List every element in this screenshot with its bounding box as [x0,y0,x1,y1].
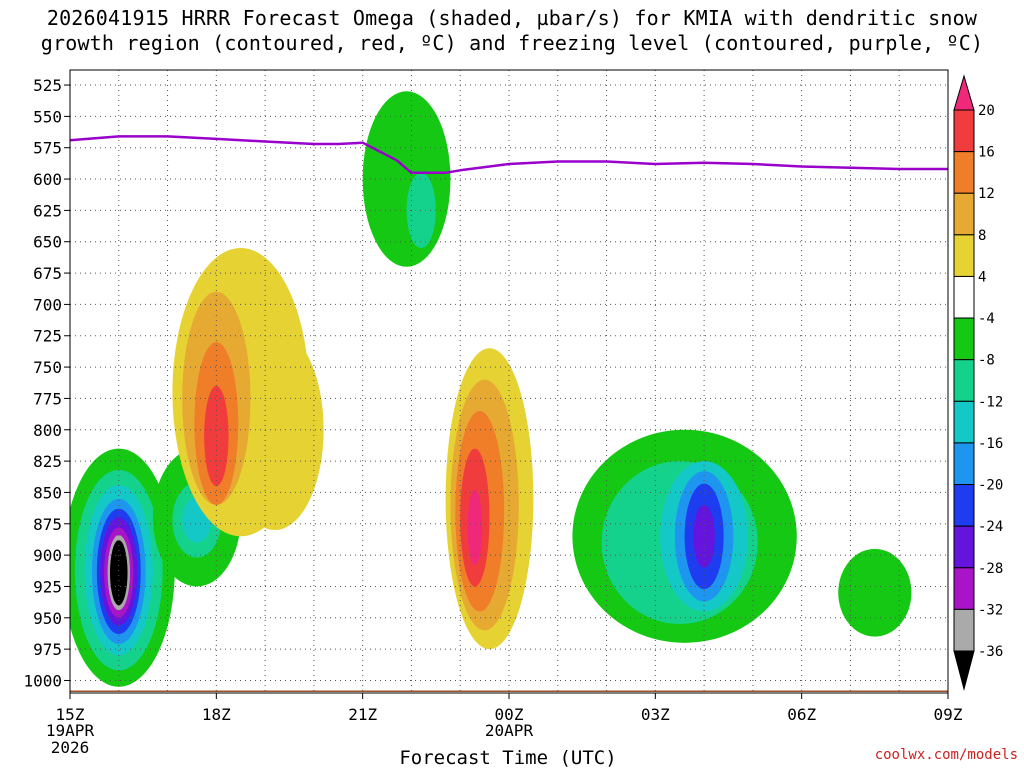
colorbar-label-12: -32 [978,602,1003,618]
omega-region-6 [362,91,451,267]
y-tick-label-950: 950 [33,609,62,628]
colorbar-swatch-12 [953,567,975,610]
colorbar-swatch-10 [953,484,975,527]
omega-shading [70,91,912,687]
x-tick-label-09Z: 09Z [934,705,963,724]
colorbar-swatch-9 [953,442,975,486]
x-tick-label-03Z: 03Z [641,705,670,724]
colorbar-swatch-11 [953,525,975,569]
y-tick-label-800: 800 [33,421,62,440]
colorbar-label-7: -12 [978,394,1003,410]
y-tick-label-625: 625 [33,201,62,220]
colorbar-label-5: -4 [978,311,995,327]
chart-title: 2026041915 HRRR Forecast Omega (shaded, … [0,6,1024,56]
y-axis-ticks: 525 550 575 600 625 650 675 700 725 750 775 800 825 8… [23,76,70,690]
omega-region-5-layer-0 [838,548,912,637]
freezing-level-path [69,135,948,175]
omega-region-6-layer-1 [406,172,436,248]
colorbar-top-arrow [953,74,975,111]
omega-region-4-layer-5 [693,504,715,568]
colorbar-label-0: 20 [978,103,995,119]
y-tick-label-1000: 1000 [23,671,62,690]
omega-region-2 [172,248,324,537]
y-tick-label-750: 750 [33,358,62,377]
y-tick-label-550: 550 [33,107,62,126]
y-tick-label-875: 875 [33,515,62,534]
omega-region-2-layer-1 [226,329,324,531]
x-axis-label: Forecast Time (UTC) [399,747,616,768]
omega-region-3-layer-4 [467,489,483,566]
colorbar-swatch-8 [953,400,975,444]
freezing-level-line [69,135,948,175]
y-tick-label-825: 825 [33,452,62,471]
omega-region-5 [838,548,912,637]
x-tick-label-15Z: 15Z [56,705,85,724]
colorbar-bottom-arrow [953,650,975,691]
y-tick-label-600: 600 [33,170,62,189]
y-tick-label-700: 700 [33,295,62,314]
colorbar-label-9: -20 [978,478,1003,494]
omega-region-0-layer-8 [109,540,128,606]
y-tick-label-925: 925 [33,577,62,596]
colorbar-label-11: -28 [978,561,1003,577]
y-tick-label-900: 900 [33,546,62,565]
y-tick-label-650: 650 [33,233,62,252]
x-tick-label-06Z: 06Z [787,705,816,724]
colorbar-swatch-3 [953,192,975,236]
y-tick-label-775: 775 [33,389,62,408]
y-tick-label-575: 575 [33,139,62,158]
colorbar: 20 16 12 8 4 -4 -8 -12 -16 -20 -24 -28 -32 -36 [953,74,1003,691]
omega-region-0 [70,448,175,687]
x-tick-label-21Z: 21Z [348,705,377,724]
colorbar-label-4: 4 [978,269,986,285]
credit-text: coolwx.com/models [875,747,1018,763]
colorbar-swatch-6 [953,317,975,361]
y-tick-label-975: 975 [33,640,62,659]
title-line-2: growth region (contoured, red, ºC) and f… [40,31,984,55]
y-tick-label-525: 525 [33,76,62,95]
ground-strip [70,690,948,692]
x-tick-date-00Z: 20APR [485,721,534,740]
colorbar-swatch-13 [953,608,975,652]
colorbar-label-1: 16 [978,145,995,161]
colorbar-swatch-2 [953,151,975,194]
colorbar-label-6: -8 [978,353,995,369]
ground-band [70,690,948,692]
y-tick-label-675: 675 [33,264,62,283]
colorbar-swatch-5 [953,275,975,319]
colorbar-label-3: 8 [978,228,986,244]
colorbar-swatch-7 [953,359,975,402]
omega-region-3 [445,348,534,650]
colorbar-label-2: 12 [978,186,995,202]
x-tick-label-18Z: 18Z [202,705,231,724]
y-tick-label-725: 725 [33,327,62,346]
x-tick-year-15Z: 2026 [51,738,90,757]
colorbar-label-10: -24 [978,519,1003,535]
x-tick-date-15Z: 19APR [46,721,95,740]
colorbar-label-8: -16 [978,436,1003,452]
colorbar-swatch-4 [953,234,975,277]
omega-region-4 [572,429,797,643]
colorbar-label-13: -36 [978,644,1003,660]
title-line-1: 2026041915 HRRR Forecast Omega (shaded, … [46,6,978,30]
y-tick-label-850: 850 [33,483,62,502]
x-tick-label-00Z: 00Z [495,705,524,724]
colorbar-swatch-1 [953,109,975,153]
